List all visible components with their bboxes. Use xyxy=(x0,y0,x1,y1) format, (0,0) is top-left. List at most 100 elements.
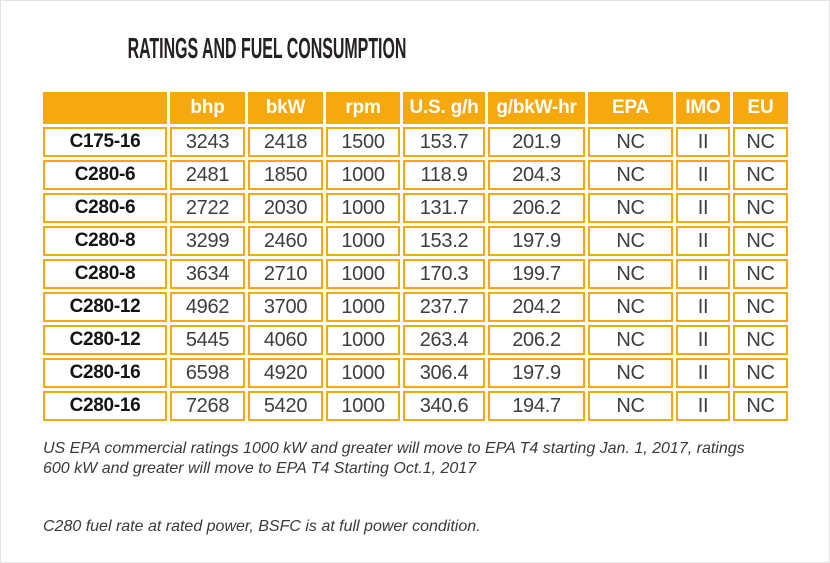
cell-us-gh: 263.4 xyxy=(403,325,485,355)
column-header-model xyxy=(43,92,167,124)
table-row: C280-12 5445 4060 1000 263.4 206.2 NC II… xyxy=(43,325,788,355)
cell-g-bkw-hr: 206.2 xyxy=(488,325,585,355)
cell-model: C280-8 xyxy=(43,226,167,256)
cell-g-bkw-hr: 204.3 xyxy=(488,160,585,190)
column-header-bkw: bkW xyxy=(248,92,323,124)
cell-eu: NC xyxy=(733,160,788,190)
cell-bhp: 4962 xyxy=(170,292,245,322)
cell-rpm: 1000 xyxy=(326,226,400,256)
cell-epa: NC xyxy=(588,193,673,223)
ratings-table: bhp bkW rpm U.S. g/h g/bkW-hr EPA IMO EU… xyxy=(40,89,791,424)
page-title: RATINGS AND FUEL CONSUMPTION xyxy=(127,33,407,65)
footnote-epa-t4: US EPA commercial ratings 1000 kW and gr… xyxy=(43,439,745,479)
cell-model: C280-16 xyxy=(43,391,167,421)
table-row: C280-16 7268 5420 1000 340.6 194.7 NC II… xyxy=(43,391,788,421)
cell-imo: II xyxy=(676,226,730,256)
table-header-row: bhp bkW rpm U.S. g/h g/bkW-hr EPA IMO EU xyxy=(43,92,788,124)
table-row: C280-12 4962 3700 1000 237.7 204.2 NC II… xyxy=(43,292,788,322)
cell-us-gh: 153.7 xyxy=(403,127,485,157)
cell-bhp: 5445 xyxy=(170,325,245,355)
cell-model: C280-6 xyxy=(43,193,167,223)
cell-bkw: 4920 xyxy=(248,358,323,388)
cell-imo: II xyxy=(676,391,730,421)
cell-eu: NC xyxy=(733,259,788,289)
cell-rpm: 1000 xyxy=(326,160,400,190)
cell-rpm: 1000 xyxy=(326,325,400,355)
cell-bkw: 1850 xyxy=(248,160,323,190)
cell-epa: NC xyxy=(588,160,673,190)
cell-rpm: 1000 xyxy=(326,193,400,223)
cell-imo: II xyxy=(676,160,730,190)
cell-epa: NC xyxy=(588,226,673,256)
cell-rpm: 1000 xyxy=(326,292,400,322)
cell-bhp: 3634 xyxy=(170,259,245,289)
cell-g-bkw-hr: 197.9 xyxy=(488,226,585,256)
cell-g-bkw-hr: 199.7 xyxy=(488,259,585,289)
cell-us-gh: 306.4 xyxy=(403,358,485,388)
table-row: C175-16 3243 2418 1500 153.7 201.9 NC II… xyxy=(43,127,788,157)
cell-g-bkw-hr: 197.9 xyxy=(488,358,585,388)
cell-bkw: 2030 xyxy=(248,193,323,223)
cell-us-gh: 118.9 xyxy=(403,160,485,190)
cell-bkw: 2418 xyxy=(248,127,323,157)
cell-us-gh: 340.6 xyxy=(403,391,485,421)
table-row: C280-6 2722 2030 1000 131.7 206.2 NC II … xyxy=(43,193,788,223)
cell-eu: NC xyxy=(733,226,788,256)
cell-eu: NC xyxy=(733,292,788,322)
cell-g-bkw-hr: 204.2 xyxy=(488,292,585,322)
cell-bkw: 5420 xyxy=(248,391,323,421)
cell-us-gh: 153.2 xyxy=(403,226,485,256)
column-header-us-gh: U.S. g/h xyxy=(403,92,485,124)
cell-bkw: 2710 xyxy=(248,259,323,289)
cell-imo: II xyxy=(676,127,730,157)
cell-eu: NC xyxy=(733,325,788,355)
table-row: C280-8 3634 2710 1000 170.3 199.7 NC II … xyxy=(43,259,788,289)
cell-model: C175-16 xyxy=(43,127,167,157)
cell-eu: NC xyxy=(733,391,788,421)
cell-rpm: 1000 xyxy=(326,391,400,421)
column-header-g-bkw-hr: g/bkW-hr xyxy=(488,92,585,124)
cell-eu: NC xyxy=(733,193,788,223)
cell-us-gh: 237.7 xyxy=(403,292,485,322)
cell-us-gh: 131.7 xyxy=(403,193,485,223)
cell-imo: II xyxy=(676,259,730,289)
cell-imo: II xyxy=(676,325,730,355)
cell-imo: II xyxy=(676,358,730,388)
cell-epa: NC xyxy=(588,325,673,355)
footnote-bsfc: C280 fuel rate at rated power, BSFC is a… xyxy=(43,518,481,535)
cell-bhp: 6598 xyxy=(170,358,245,388)
table-row: C280-8 3299 2460 1000 153.2 197.9 NC II … xyxy=(43,226,788,256)
cell-rpm: 1000 xyxy=(326,358,400,388)
cell-rpm: 1000 xyxy=(326,259,400,289)
cell-bkw: 3700 xyxy=(248,292,323,322)
cell-epa: NC xyxy=(588,127,673,157)
cell-bkw: 4060 xyxy=(248,325,323,355)
table-row: C280-16 6598 4920 1000 306.4 197.9 NC II… xyxy=(43,358,788,388)
cell-model: C280-12 xyxy=(43,325,167,355)
cell-rpm: 1500 xyxy=(326,127,400,157)
cell-bhp: 7268 xyxy=(170,391,245,421)
cell-g-bkw-hr: 206.2 xyxy=(488,193,585,223)
cell-us-gh: 170.3 xyxy=(403,259,485,289)
cell-bhp: 3243 xyxy=(170,127,245,157)
cell-model: C280-8 xyxy=(43,259,167,289)
cell-epa: NC xyxy=(588,391,673,421)
cell-model: C280-12 xyxy=(43,292,167,322)
cell-g-bkw-hr: 201.9 xyxy=(488,127,585,157)
column-header-epa: EPA xyxy=(588,92,673,124)
cell-g-bkw-hr: 194.7 xyxy=(488,391,585,421)
table-row: C280-6 2481 1850 1000 118.9 204.3 NC II … xyxy=(43,160,788,190)
cell-model: C280-6 xyxy=(43,160,167,190)
cell-eu: NC xyxy=(733,358,788,388)
column-header-eu: EU xyxy=(733,92,788,124)
cell-bhp: 2481 xyxy=(170,160,245,190)
cell-imo: II xyxy=(676,292,730,322)
cell-epa: NC xyxy=(588,358,673,388)
cell-model: C280-16 xyxy=(43,358,167,388)
cell-epa: NC xyxy=(588,259,673,289)
cell-bhp: 2722 xyxy=(170,193,245,223)
column-header-imo: IMO xyxy=(676,92,730,124)
column-header-rpm: rpm xyxy=(326,92,400,124)
cell-imo: II xyxy=(676,193,730,223)
